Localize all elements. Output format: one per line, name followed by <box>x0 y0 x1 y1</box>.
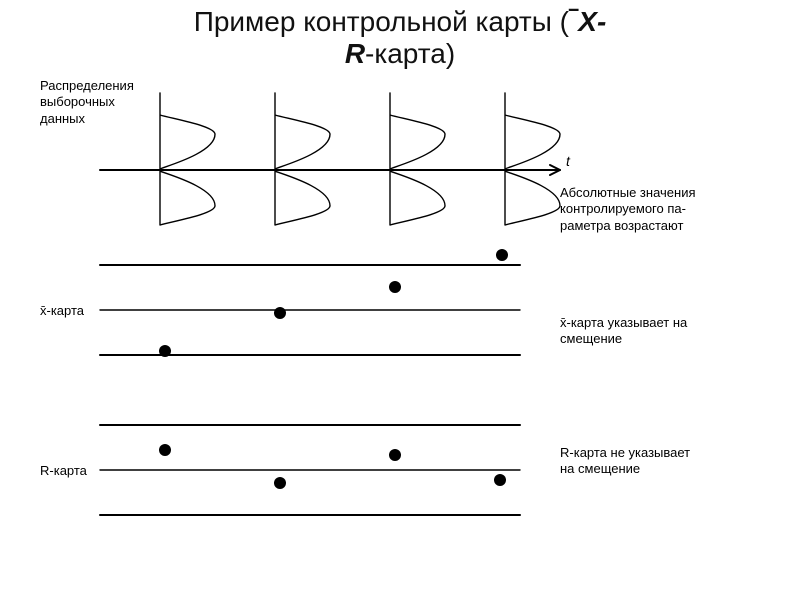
title-x: ‾X <box>569 6 597 37</box>
label-x-chart-right: x̄-карта указывает на смещение <box>560 315 687 348</box>
label-abs-values: Абсолютные значения контролируемого па- … <box>560 185 696 234</box>
page-title: Пример контрольной карты (‾X- R-карта) <box>0 0 800 70</box>
label-r-chart-right: R-карта не указывает на смещение <box>560 445 690 478</box>
title-suffix: -карта) <box>365 38 455 69</box>
label-r-chart-left: R-карта <box>40 463 87 479</box>
label-x-chart-left: x̄-карта <box>40 303 84 319</box>
title-prefix: Пример контрольной карты ( <box>194 6 569 37</box>
label-t-axis: t <box>566 153 570 171</box>
title-r: R <box>345 38 365 69</box>
diagram-canvas: Распределения выборочных данных t Абсолю… <box>0 75 800 600</box>
title-dash: - <box>597 6 606 37</box>
label-distributions: Распределения выборочных данных <box>40 78 134 127</box>
